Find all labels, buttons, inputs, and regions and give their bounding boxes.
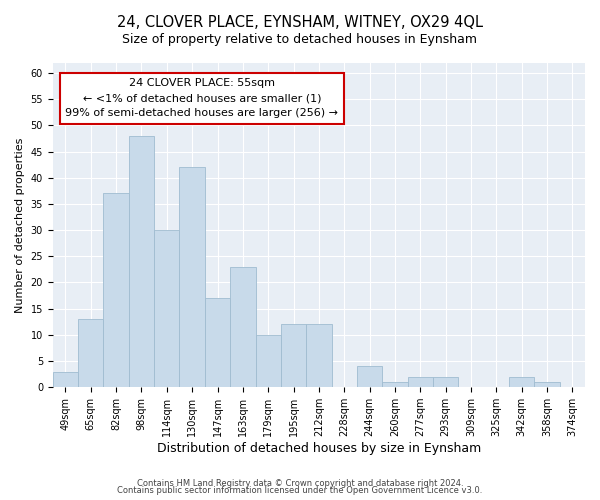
Text: 24, CLOVER PLACE, EYNSHAM, WITNEY, OX29 4QL: 24, CLOVER PLACE, EYNSHAM, WITNEY, OX29 … (117, 15, 483, 30)
Bar (281, 324, 306, 387)
Bar (357, 366, 382, 387)
Bar (256, 335, 281, 387)
Text: Contains HM Land Registry data © Crown copyright and database right 2024.: Contains HM Land Registry data © Crown c… (137, 478, 463, 488)
Bar (103, 194, 129, 387)
Text: Size of property relative to detached houses in Eynsham: Size of property relative to detached ho… (122, 32, 478, 46)
Bar (535, 382, 560, 387)
Bar (230, 267, 256, 387)
Bar (407, 376, 433, 387)
Bar (129, 136, 154, 387)
Bar (433, 376, 458, 387)
Y-axis label: Number of detached properties: Number of detached properties (15, 137, 25, 312)
Bar (154, 230, 179, 387)
Bar (205, 298, 230, 387)
Text: Contains public sector information licensed under the Open Government Licence v3: Contains public sector information licen… (118, 486, 482, 495)
Bar (179, 167, 205, 387)
Bar (53, 372, 78, 387)
Bar (78, 319, 103, 387)
Bar (306, 324, 332, 387)
Text: 24 CLOVER PLACE: 55sqm
← <1% of detached houses are smaller (1)
99% of semi-deta: 24 CLOVER PLACE: 55sqm ← <1% of detached… (65, 78, 338, 118)
Bar (382, 382, 407, 387)
X-axis label: Distribution of detached houses by size in Eynsham: Distribution of detached houses by size … (157, 442, 481, 455)
Bar (509, 376, 535, 387)
